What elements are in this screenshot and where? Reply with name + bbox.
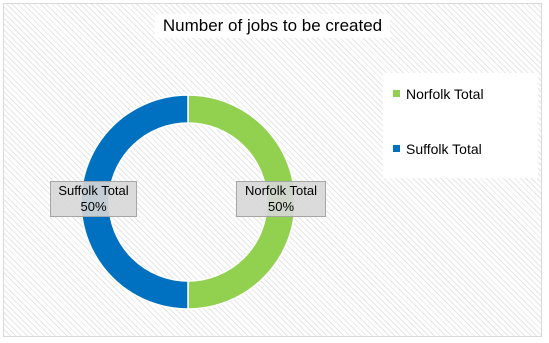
donut-slice-norfolk-total [187,94,296,310]
data-label-suffolk-value: 50% [80,199,107,214]
legend-item-suffolk: Suffolk Total [393,141,482,157]
legend-swatch-norfolk [393,90,400,97]
legend-item-norfolk: Norfolk Total [393,86,484,102]
donut-slice-suffolk-total [80,94,189,310]
data-label-norfolk-category: Norfolk Total [244,183,317,198]
legend-label-norfolk: Norfolk Total [406,86,484,102]
legend: Norfolk Total Suffolk Total [383,73,538,178]
chart-title: Number of jobs to be created [154,14,391,38]
chart-area: Number of jobs to be created Norfolk Tot… [3,3,542,337]
data-label-norfolk: Norfolk Total 50% [236,181,326,217]
data-label-suffolk: Suffolk Total 50% [50,181,137,217]
legend-label-suffolk: Suffolk Total [406,141,482,157]
donut-chart [80,94,296,310]
data-label-norfolk-value: 50% [267,199,295,214]
legend-swatch-suffolk [393,145,400,152]
data-label-suffolk-category: Suffolk Total [58,183,129,198]
